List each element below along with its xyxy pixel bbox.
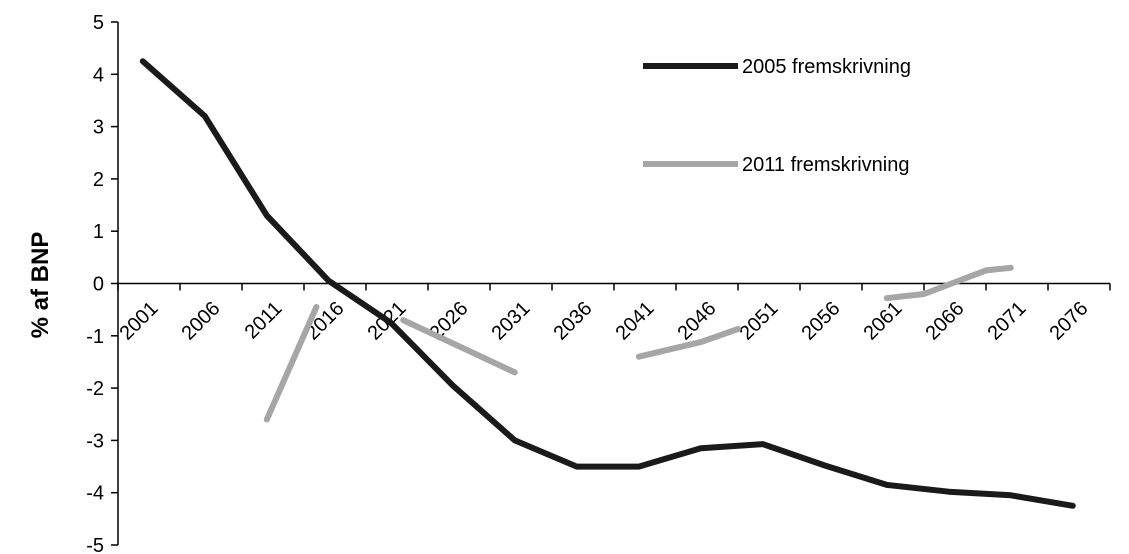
x-tick-label: 2006	[178, 297, 225, 344]
y-axis-title: % af BNP	[27, 232, 54, 339]
y-tick-label: -5	[86, 535, 104, 554]
y-tick-label: -3	[86, 430, 104, 452]
y-tick-label: 2	[93, 169, 104, 191]
series-line-2011-fremskrivning-segment-2	[400, 317, 518, 376]
x-tick-label: 2031	[488, 297, 535, 344]
y-tick-label: 3	[93, 117, 104, 139]
series-line-2011-fremskrivning-segment-3	[635, 326, 741, 360]
series-line-2011-fremskrivning-segment-1	[263, 304, 320, 423]
series-line-2005-fremskrivning	[139, 58, 1076, 509]
x-tick-label: 2051	[736, 297, 783, 344]
x-tick-label: 2036	[550, 297, 597, 344]
x-tick-label: 2076	[1046, 297, 1093, 344]
y-tick-label: 0	[93, 274, 104, 296]
x-tick-label: 2071	[984, 297, 1031, 344]
x-tick-label: 2011	[241, 297, 287, 343]
x-tick-label: 2026	[426, 297, 473, 344]
x-tick-label: 2066	[922, 297, 969, 344]
y-tick-label: 1	[93, 221, 104, 243]
x-tick-label: 2061	[860, 297, 907, 344]
y-tick-label: -2	[86, 378, 104, 400]
legend-label-2011: 2011 fremskrivning	[742, 154, 909, 176]
y-tick-label: -1	[86, 326, 104, 348]
y-tick-label: -4	[86, 483, 104, 505]
legend-label-2005: 2005 fremskrivning	[742, 56, 911, 78]
y-tick-label: 5	[93, 12, 104, 34]
series-line-2011-fremskrivning-segment-4	[883, 264, 1014, 302]
x-tick-label: 2041	[612, 297, 659, 344]
x-tick-label: 2001	[116, 297, 163, 344]
y-tick-label: 4	[93, 64, 104, 86]
x-tick-label: 2056	[798, 297, 845, 344]
